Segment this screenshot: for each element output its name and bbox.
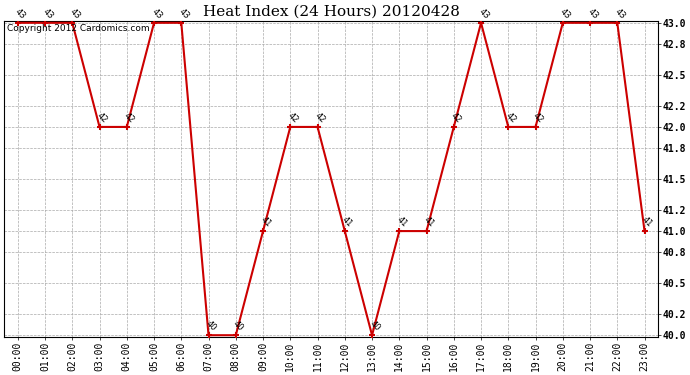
Text: 43: 43 xyxy=(613,7,627,21)
Text: 41: 41 xyxy=(422,215,436,229)
Text: 43: 43 xyxy=(177,7,191,21)
Text: 41: 41 xyxy=(640,215,654,229)
Text: 41: 41 xyxy=(341,215,355,229)
Text: Copyright 2012 Cardomics.com: Copyright 2012 Cardomics.com xyxy=(8,24,150,33)
Text: 43: 43 xyxy=(41,7,55,21)
Title: Heat Index (24 Hours) 20120428: Heat Index (24 Hours) 20120428 xyxy=(203,4,460,18)
Text: 42: 42 xyxy=(504,111,518,125)
Text: 43: 43 xyxy=(150,7,164,21)
Text: 41: 41 xyxy=(259,215,273,229)
Text: 43: 43 xyxy=(586,7,600,21)
Text: 41: 41 xyxy=(395,215,409,229)
Text: 43: 43 xyxy=(477,7,491,21)
Text: 43: 43 xyxy=(14,7,28,21)
Text: 43: 43 xyxy=(68,7,82,21)
Text: 42: 42 xyxy=(531,111,545,125)
Text: 42: 42 xyxy=(95,111,109,125)
Text: 42: 42 xyxy=(450,111,464,125)
Text: 40: 40 xyxy=(368,319,382,333)
Text: 42: 42 xyxy=(313,111,327,125)
Text: 40: 40 xyxy=(232,319,246,333)
Text: 42: 42 xyxy=(123,111,137,125)
Text: 43: 43 xyxy=(559,7,573,21)
Text: 40: 40 xyxy=(204,319,218,333)
Text: 42: 42 xyxy=(286,111,300,125)
